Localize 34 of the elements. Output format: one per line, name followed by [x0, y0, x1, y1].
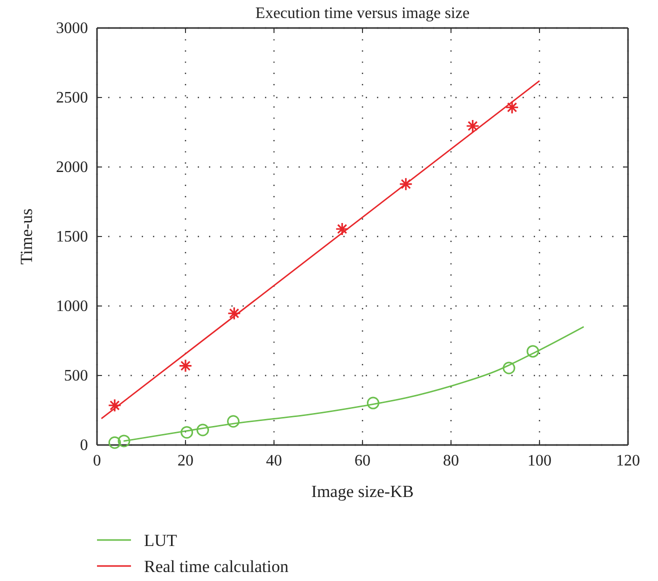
point: [502, 362, 516, 374]
point: [227, 306, 241, 320]
x-axis-title: Image size-KB: [311, 482, 414, 501]
legend-label: Real time calculation: [144, 557, 289, 576]
point: [108, 398, 122, 412]
x-tick-label: 100: [528, 452, 552, 470]
point: [366, 396, 380, 410]
point: [108, 436, 121, 449]
x-tick-label: 0: [93, 452, 101, 470]
x-tick-label: 20: [178, 452, 194, 470]
y-tick-label: 2000: [56, 159, 88, 176]
point: [180, 426, 194, 439]
y-axis-title: Time-us: [17, 208, 36, 265]
point: [178, 358, 192, 373]
point: [335, 222, 349, 236]
y-tick-label: 3000: [56, 20, 88, 38]
point: [466, 119, 480, 133]
point: [505, 100, 519, 114]
legend-label: LUT: [144, 531, 178, 550]
chart-title: Execution time versus image size: [255, 5, 470, 22]
y-tick-label: 500: [64, 368, 88, 385]
y-tick-label: 1000: [56, 298, 88, 316]
x-tick-label: 80: [443, 452, 459, 470]
point: [196, 424, 210, 436]
x-tick-label: 60: [354, 452, 370, 470]
y-tick-label: 2500: [56, 90, 88, 107]
y-tick-label: 1500: [56, 228, 88, 246]
y-tick-label: 0: [80, 437, 88, 454]
x-tick-label: 40: [266, 452, 282, 470]
point: [118, 434, 130, 448]
point: [526, 345, 540, 358]
point: [227, 415, 240, 428]
x-tick-label: 120: [616, 452, 640, 470]
point: [399, 177, 413, 191]
